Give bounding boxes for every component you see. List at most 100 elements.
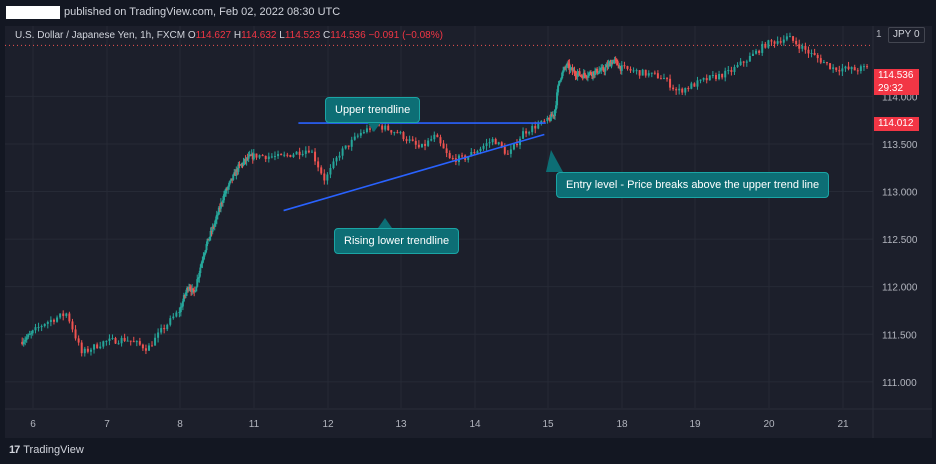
candle-body [482, 145, 485, 149]
candle-body [638, 70, 641, 76]
candle-body [574, 73, 577, 76]
candle-body [829, 63, 832, 69]
candle-body [748, 56, 751, 62]
y-tick-label: 111.000 [882, 378, 917, 389]
candle-body [202, 256, 205, 261]
candle-body [562, 70, 565, 73]
symbol-label[interactable]: U.S. Dollar / Japanese Yen, 1h, FXCM [15, 30, 186, 41]
candle-body [344, 145, 347, 149]
candle-body [241, 163, 244, 166]
open-value: 114.627 [195, 30, 232, 41]
candle-body [280, 154, 283, 156]
high-value: 114.632 [241, 30, 277, 41]
candle-body [102, 341, 105, 347]
candle-body [609, 62, 612, 67]
candle-body [245, 157, 248, 162]
candle-body [68, 313, 71, 322]
candle-body [151, 345, 154, 347]
candle-body [138, 341, 141, 345]
candle-body [332, 161, 335, 169]
candle-body [822, 62, 825, 64]
candle-body [841, 68, 844, 72]
y-tick-label: 113.000 [882, 188, 918, 199]
candle-body [567, 63, 570, 65]
candle-body [764, 43, 767, 48]
candle-body [187, 288, 190, 291]
candle-body [681, 88, 684, 93]
candle-body [114, 338, 117, 344]
candle-body [43, 323, 46, 327]
candle-body [589, 71, 592, 75]
candle-body [470, 152, 473, 157]
candle-body [163, 328, 166, 330]
candle-body [451, 157, 454, 159]
candle-body [856, 70, 859, 72]
callout-upper-trendline[interactable]: Upper trendline [325, 97, 421, 123]
last-price-value: 114.536 [878, 70, 914, 81]
candle-body [613, 59, 616, 61]
candle-body [184, 292, 187, 296]
redacted-author-box [6, 6, 60, 19]
candle-body [208, 237, 211, 241]
candle-body [785, 36, 788, 40]
candle-body [436, 134, 439, 138]
candle-body [598, 70, 601, 74]
candle-body [411, 139, 414, 141]
callout-lower-pointer [378, 218, 392, 228]
x-tick-label: 20 [763, 419, 775, 430]
candle-body [317, 161, 320, 168]
candle-body [193, 290, 196, 292]
candle-body [234, 172, 237, 176]
candle-body [568, 63, 571, 70]
candle-body [659, 78, 662, 80]
candle-body [277, 154, 280, 157]
footer-bar [0, 438, 936, 464]
callout-entry-level[interactable]: Entry level - Price breaks above the upp… [556, 172, 830, 198]
candle-body [247, 155, 250, 159]
candle-body [859, 66, 862, 72]
callout-lower-trendline[interactable]: Rising lower trendline [334, 228, 460, 254]
candle-body [214, 219, 217, 224]
x-tick-label: 21 [837, 419, 849, 430]
candle-body [587, 73, 590, 76]
candle-body [390, 130, 393, 133]
candle-body [612, 60, 615, 64]
candle-body [647, 73, 650, 76]
candle-body [650, 72, 653, 74]
candle-body [197, 277, 200, 280]
candle-body [626, 66, 629, 69]
candle-body [473, 152, 476, 154]
candle-body [399, 132, 402, 134]
candle-body [408, 139, 411, 141]
candle-body [708, 75, 711, 81]
candle-body [555, 105, 558, 110]
candle-body [231, 178, 234, 180]
candle-body [356, 135, 359, 137]
callout-entry-pointer [546, 150, 563, 172]
candle-body [620, 65, 623, 71]
candle-body [224, 193, 227, 195]
candle-body [629, 68, 632, 71]
candle-body [494, 139, 497, 145]
candle-body [40, 326, 43, 328]
chart-panel[interactable] [5, 26, 932, 438]
candle-body [384, 125, 387, 130]
candle-body [251, 153, 254, 160]
y-tick-label: 111.500 [882, 330, 917, 341]
candle-body [570, 67, 573, 69]
candle-body [597, 73, 600, 75]
currency-badge[interactable]: JPY 0 [888, 27, 925, 43]
candle-body [46, 321, 49, 324]
candle-body [503, 146, 506, 154]
candle-body [117, 343, 120, 345]
publish-header: published on TradingView.com, Feb 02, 20… [0, 0, 936, 26]
candle-body [220, 202, 223, 204]
tradingview-logo[interactable]: 17 TradingView [9, 444, 84, 456]
candle-body [211, 226, 214, 232]
candle-body [690, 83, 693, 89]
candle-body [528, 132, 531, 134]
candle-body [866, 66, 869, 68]
candle-body [835, 67, 838, 71]
candle-body [779, 41, 782, 43]
